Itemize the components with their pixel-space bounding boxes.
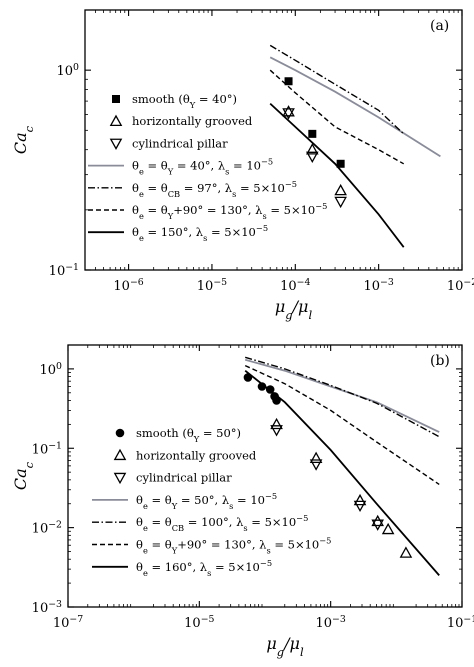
data-point xyxy=(284,77,293,86)
plot-frame xyxy=(67,344,463,608)
plot-frame xyxy=(84,9,463,271)
major-ticks xyxy=(67,345,463,608)
series-line-4 xyxy=(269,102,405,248)
x-tick-label: 10−5​ xyxy=(184,614,214,632)
chart-panel-2: 10−7​ 10−5​ 10−3​ 10−1​ 10−3​ 10−2​ 10−1​ 100​ μ… xyxy=(11,344,474,659)
minor-ticks xyxy=(85,10,462,270)
series-line-1 xyxy=(269,56,441,158)
series-line-2 xyxy=(245,356,440,438)
data-point xyxy=(309,459,323,471)
legend-marker xyxy=(113,472,127,485)
series-line-1 xyxy=(244,358,440,433)
x-tick-label: 10−3​ xyxy=(363,277,393,295)
legend-entry: cylindrical pillar xyxy=(132,136,228,150)
minor-ticks xyxy=(68,345,462,607)
x-tick-label: 10−5​ xyxy=(197,277,227,295)
legend-entry: θe​ = θCB​ = 97°, λs​ = 5×10−5​ xyxy=(132,179,297,199)
data-point xyxy=(270,417,283,430)
legend-entry: θe​ = θCB​ = 100°, λs​ = 5×10−5​ xyxy=(136,513,308,533)
marker-series-3 xyxy=(282,108,347,209)
data-point xyxy=(334,183,347,196)
series-line-3 xyxy=(244,364,440,485)
legend-entry: smooth (θY​ = 40°) xyxy=(132,92,237,110)
legend-marker xyxy=(109,114,123,127)
x-tick-label: 10−7​ xyxy=(53,614,83,632)
legend: smooth (θY​ = 40°) horizontally grooved cy… xyxy=(88,92,327,243)
y-tick-label: 10−2​ xyxy=(32,519,62,537)
data-point xyxy=(282,105,295,117)
data-point xyxy=(381,522,395,535)
x-axis-label: μg​/μl​ xyxy=(266,634,304,659)
marker-series-2 xyxy=(282,105,347,196)
series-line-2 xyxy=(269,44,405,135)
legend-entry: θe​ = θY​ = 50°, λs​ = 10−5​ xyxy=(136,491,277,511)
legend-entry: θe​ = θY​ = 40°, λs​ = 10−5​ xyxy=(132,157,273,177)
data-point xyxy=(306,151,319,163)
legend-entry: θe​ = 160°, λs​ = 5×10−5​ xyxy=(136,558,272,578)
data-point xyxy=(371,519,384,531)
data-point xyxy=(336,159,345,168)
data-point xyxy=(308,129,317,138)
y-tick-label: 10−3​ xyxy=(32,599,62,617)
panel-tag: (a) xyxy=(430,18,449,34)
legend: smooth (θY​ = 50°) horizontally grooved cy… xyxy=(92,426,331,578)
data-point xyxy=(399,546,413,558)
data-point xyxy=(243,373,253,382)
legend-entry: horizontally grooved xyxy=(132,114,253,128)
legend-entry: θe​ = θY​+90° = 130°, λs​ = 5×10−5​ xyxy=(136,536,331,556)
x-tick-label: 10−3​ xyxy=(316,614,346,632)
data-point xyxy=(353,500,367,513)
x-tick-label: 10−1​ xyxy=(447,614,474,632)
y-axis-label: Cac​ xyxy=(11,125,36,154)
legend-entry: horizontally grooved xyxy=(136,448,257,462)
chart-panel-1: 10−6​ 10−5​ 10−4​ 10−3​ 10−2​ 10−1​ 100​ μg​/μl… xyxy=(11,9,474,322)
marker-series-3 xyxy=(270,425,384,531)
data-point xyxy=(309,451,323,463)
panel-tag: (b) xyxy=(430,353,450,369)
legend-marker xyxy=(109,138,123,150)
legend-entry: θe​ = θY​+90° = 130°, λs​ = 5×10−5​ xyxy=(132,201,327,221)
major-ticks xyxy=(85,10,463,271)
series-line-3 xyxy=(269,69,405,165)
legend-entry: smooth (θY​ = 50°) xyxy=(136,426,241,444)
y-axis-label: Cac​ xyxy=(11,461,36,490)
data-point xyxy=(306,143,319,155)
legend-marker xyxy=(115,428,125,438)
y-tick-label: 100​ xyxy=(57,62,80,80)
legend-marker xyxy=(113,448,127,461)
marker-series-1 xyxy=(284,77,345,168)
x-tick-label: 10−4​ xyxy=(280,277,310,295)
data-point xyxy=(353,493,367,506)
marker-series-2 xyxy=(270,417,413,558)
x-tick-label: 10−6​ xyxy=(113,277,143,295)
x-tick-label: 10−2​ xyxy=(447,277,474,295)
data-point xyxy=(265,385,275,394)
data-point xyxy=(282,108,295,120)
y-tick-label: 100​ xyxy=(40,360,63,378)
data-point xyxy=(270,425,283,437)
y-tick-label: 10−1​ xyxy=(49,262,79,280)
data-point xyxy=(257,382,267,391)
marker-series-1 xyxy=(243,373,281,405)
data-point xyxy=(272,396,281,405)
legend-marker xyxy=(112,95,120,103)
y-tick-label: 10−1​ xyxy=(32,440,62,458)
legend-entry: cylindrical pillar xyxy=(136,471,232,485)
x-axis-label: μg​/μl​ xyxy=(275,297,313,322)
data-point xyxy=(334,196,347,209)
legend-entry: θe​ = 150°, λs​ = 5×10−5​ xyxy=(132,223,268,243)
